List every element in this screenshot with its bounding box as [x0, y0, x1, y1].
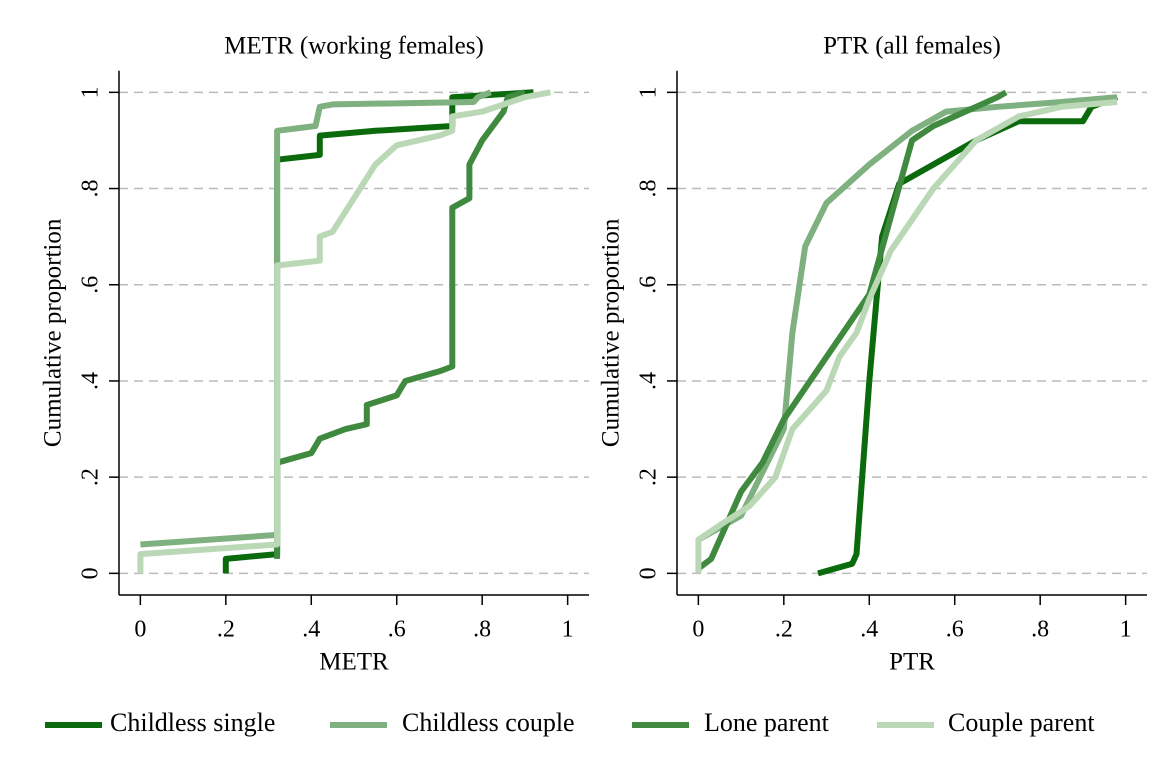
- x-tick-label: .6: [946, 617, 964, 643]
- series-line: [696, 94, 1118, 543]
- y-tick-label: 1: [636, 86, 662, 98]
- y-tick-label: 1: [78, 86, 104, 98]
- y-tick-label: 0: [78, 567, 104, 579]
- series-line: [817, 94, 1119, 577]
- y-tick-label: .4: [636, 372, 662, 390]
- x-axis-label: PTR: [889, 649, 935, 676]
- x-tick-label: 0: [134, 617, 146, 643]
- x-tick-label: .8: [473, 617, 491, 643]
- x-tick-label: .2: [217, 617, 235, 643]
- y-axis-label: Cumulative proportion: [598, 218, 625, 447]
- y-tick-label: 0: [636, 567, 662, 579]
- y-tick-label: .8: [78, 180, 104, 198]
- chart-title: PTR (all females): [823, 33, 1001, 60]
- legend-label: Couple parent: [948, 708, 1095, 737]
- y-tick-label: .4: [78, 372, 104, 390]
- series-line: [696, 89, 1008, 571]
- series-line: [222, 89, 534, 574]
- x-axis-label: METR: [319, 649, 389, 676]
- y-tick-label: .6: [636, 276, 662, 294]
- x-tick-label: .4: [302, 617, 320, 643]
- x-tick-label: .8: [1031, 617, 1049, 643]
- y-tick-label: .6: [78, 276, 104, 294]
- series-line: [695, 99, 1118, 574]
- y-axis-label: Cumulative proportion: [40, 218, 67, 447]
- series-line: [137, 89, 552, 574]
- y-tick-label: .8: [636, 180, 662, 198]
- x-tick-label: 1: [1120, 617, 1132, 643]
- y-tick-label: .2: [636, 468, 662, 486]
- legend-label: Lone parent: [704, 708, 830, 737]
- legend-label: Childless single: [110, 708, 275, 737]
- x-tick-label: .2: [775, 617, 793, 643]
- x-tick-label: .4: [860, 617, 878, 643]
- x-tick-label: 0: [692, 617, 704, 643]
- x-tick-label: 1: [562, 617, 574, 643]
- legend-label: Childless couple: [402, 708, 575, 737]
- x-tick-label: .6: [388, 617, 406, 643]
- chart-title: METR (working females): [224, 33, 484, 60]
- series-line: [274, 89, 526, 559]
- y-tick-label: .2: [78, 468, 104, 486]
